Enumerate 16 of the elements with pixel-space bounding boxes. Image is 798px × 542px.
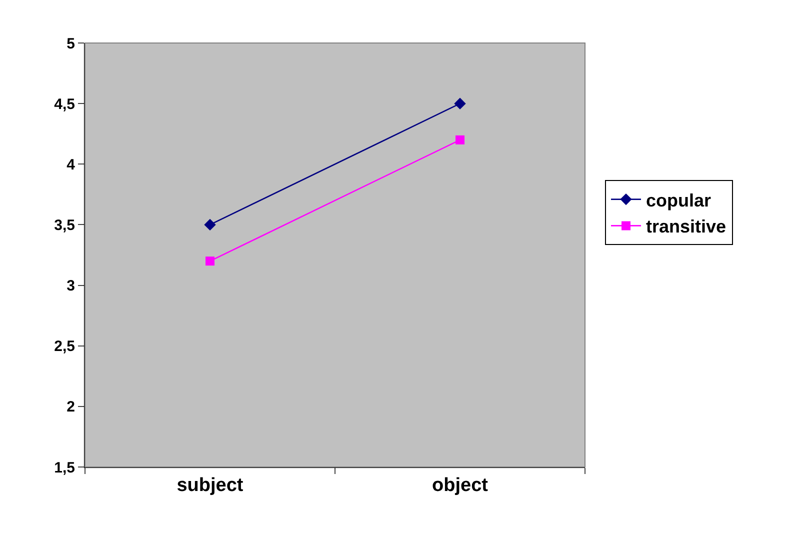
point bbox=[204, 218, 216, 231]
legend-label: transitive bbox=[646, 216, 726, 237]
x-tick-label: object bbox=[432, 474, 489, 496]
y-tick-label: 4 bbox=[66, 156, 76, 174]
point bbox=[454, 98, 466, 110]
y-tick-label: 5 bbox=[66, 35, 75, 52]
x-tick-label: subject bbox=[176, 474, 244, 496]
y-tick-label: 2 bbox=[66, 398, 75, 416]
legend-label: copular bbox=[646, 190, 712, 210]
y-tick-label: 3 bbox=[66, 278, 75, 295]
point bbox=[206, 256, 214, 266]
y-tick-label: 1,5 bbox=[54, 459, 75, 476]
point bbox=[456, 135, 464, 144]
y-tick-label: 2,5 bbox=[54, 338, 75, 356]
y-tick-label: 4,5 bbox=[54, 96, 75, 113]
y-tick-label: 3,5 bbox=[54, 216, 75, 234]
